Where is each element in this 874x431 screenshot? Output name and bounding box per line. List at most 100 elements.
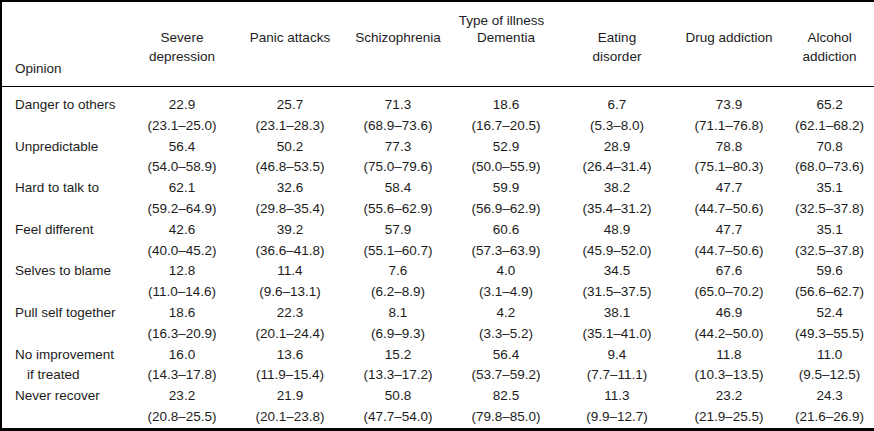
percentage-value: 62.1 (129, 178, 235, 199)
percentage-value: 24.3 (785, 386, 874, 407)
confidence-interval: (3.3–5.2) (451, 324, 561, 345)
opinion-label: Never recover (1, 386, 129, 429)
confidence-interval: (44.2–50.0) (673, 324, 785, 345)
table-row: Hard to talk to62.1(59.2–64.9)32.6(29.8–… (1, 178, 874, 220)
data-cell: 62.1(59.2–64.9) (129, 178, 235, 220)
confidence-interval: (62.1–68.2) (785, 116, 874, 137)
confidence-interval: (6.2–8.9) (345, 282, 451, 303)
column-header-line: Drug addiction (673, 29, 785, 48)
data-cell: 52.9(50.0–55.9) (451, 137, 561, 179)
data-cell: 6.7(5.3–8.0) (561, 87, 673, 137)
confidence-interval: (16.7–20.5) (451, 116, 561, 137)
confidence-interval: (23.1–25.0) (129, 116, 235, 137)
corner-cell (1, 1, 129, 29)
column-header-line: Schizophrenia (345, 29, 451, 48)
opinion-label-line: Hard to talk to (15, 178, 129, 199)
data-cell: 67.6(65.0–70.2) (673, 261, 785, 303)
data-cell: 13.6(11.9–15.4) (235, 345, 345, 387)
percentage-value: 9.4 (561, 345, 673, 366)
column-header-line: Eating (561, 29, 673, 48)
percentage-value: 6.7 (561, 95, 673, 116)
percentage-value: 46.9 (673, 303, 785, 324)
confidence-interval: (35.4–31.2) (561, 199, 673, 220)
confidence-interval: (23.1–28.3) (235, 116, 345, 137)
percentage-value: 70.8 (785, 137, 874, 158)
data-cell: 4.2(3.3–5.2) (451, 303, 561, 345)
percentage-value: 71.3 (345, 95, 451, 116)
opinion-column-header: Opinion (1, 29, 129, 87)
column-header-row: Opinion SeveredepressionPanic attacksSch… (1, 29, 874, 87)
confidence-interval: (7.7–11.1) (561, 365, 673, 386)
percentage-value: 25.7 (235, 95, 345, 116)
percentage-value: 82.5 (451, 386, 561, 407)
percentage-value: 28.9 (561, 137, 673, 158)
data-cell: 48.9(45.9–52.0) (561, 220, 673, 262)
data-cell: 47.7(44.7–50.6) (673, 220, 785, 262)
percentage-value: 4.0 (451, 261, 561, 282)
data-cell: 39.2(36.6–41.8) (235, 220, 345, 262)
percentage-value: 11.0 (785, 345, 874, 366)
percentage-value: 47.7 (673, 220, 785, 241)
confidence-interval: (20.1–24.4) (235, 324, 345, 345)
percentage-value: 35.1 (785, 178, 874, 199)
confidence-interval: (32.5–37.8) (785, 199, 874, 220)
data-cell: 15.2(13.3–17.2) (345, 345, 451, 387)
column-header: Dementia (451, 29, 561, 87)
column-header: Alcoholaddiction (785, 29, 874, 87)
data-cell: 12.8(11.0–14.6) (129, 261, 235, 303)
confidence-interval: (68.9–73.6) (345, 116, 451, 137)
data-cell: 58.4(55.6–62.9) (345, 178, 451, 220)
confidence-interval: (56.9–62.9) (451, 199, 561, 220)
percentage-value: 4.2 (451, 303, 561, 324)
percentage-value: 38.2 (561, 178, 673, 199)
percentage-value: 38.1 (561, 303, 673, 324)
data-cell: 50.2(46.8–53.5) (235, 137, 345, 179)
percentage-value: 73.9 (673, 95, 785, 116)
confidence-interval: (59.2–64.9) (129, 199, 235, 220)
opinion-label: Unpredictable (1, 137, 129, 179)
paper-table-figure: Type of illness Opinion Severedepression… (0, 0, 874, 431)
data-cell: 59.9(56.9–62.9) (451, 178, 561, 220)
confidence-interval: (9.9–12.7) (561, 407, 673, 428)
percentage-value: 52.4 (785, 303, 874, 324)
percentage-value: 8.1 (345, 303, 451, 324)
column-header: Drug addiction (673, 29, 785, 87)
percentage-value: 23.2 (129, 386, 235, 407)
opinion-label-line: Feel different (15, 220, 129, 241)
data-cell: 18.6(16.7–20.5) (451, 87, 561, 137)
percentage-value: 21.9 (235, 386, 345, 407)
data-cell: 38.1(35.1–41.0) (561, 303, 673, 345)
percentage-value: 22.9 (129, 95, 235, 116)
data-cell: 52.4(49.3–55.5) (785, 303, 874, 345)
percentage-value: 77.3 (345, 137, 451, 158)
data-cell: 11.8(10.3–13.5) (673, 345, 785, 387)
confidence-interval: (45.9–52.0) (561, 241, 673, 262)
opinion-label: Feel different (1, 220, 129, 262)
percentage-value: 34.5 (561, 261, 673, 282)
percentage-value: 7.6 (345, 261, 451, 282)
percentage-value: 58.4 (345, 178, 451, 199)
confidence-interval: (71.1–76.8) (673, 116, 785, 137)
confidence-interval: (55.6–62.9) (345, 199, 451, 220)
data-cell: 16.0(14.3–17.8) (129, 345, 235, 387)
confidence-interval: (21.9–25.5) (673, 407, 785, 428)
column-header-line: Severe (129, 29, 235, 48)
percentage-value: 60.6 (451, 220, 561, 241)
data-cell: 59.6(56.6–62.7) (785, 261, 874, 303)
table-row: Never recover23.2(20.8–25.5)21.9(20.1–23… (1, 386, 874, 429)
confidence-interval: (9.6–13.1) (235, 282, 345, 303)
opinion-label-line: Unpredictable (15, 137, 129, 158)
confidence-interval: (5.3–8.0) (561, 116, 673, 137)
data-cell: 32.6(29.8–35.4) (235, 178, 345, 220)
data-cell: 21.9(20.1–23.8) (235, 386, 345, 429)
column-header-line: depression (129, 48, 235, 67)
data-cell: 60.6(57.3–63.9) (451, 220, 561, 262)
data-cell: 73.9(71.1–76.8) (673, 87, 785, 137)
percentage-value: 56.4 (129, 137, 235, 158)
opinion-label-line: Pull self together (15, 303, 129, 324)
percentage-value: 23.2 (673, 386, 785, 407)
percentage-value: 13.6 (235, 345, 345, 366)
confidence-interval: (32.5–37.8) (785, 241, 874, 262)
percentage-value: 65.2 (785, 95, 874, 116)
data-cell: 22.3(20.1–24.4) (235, 303, 345, 345)
